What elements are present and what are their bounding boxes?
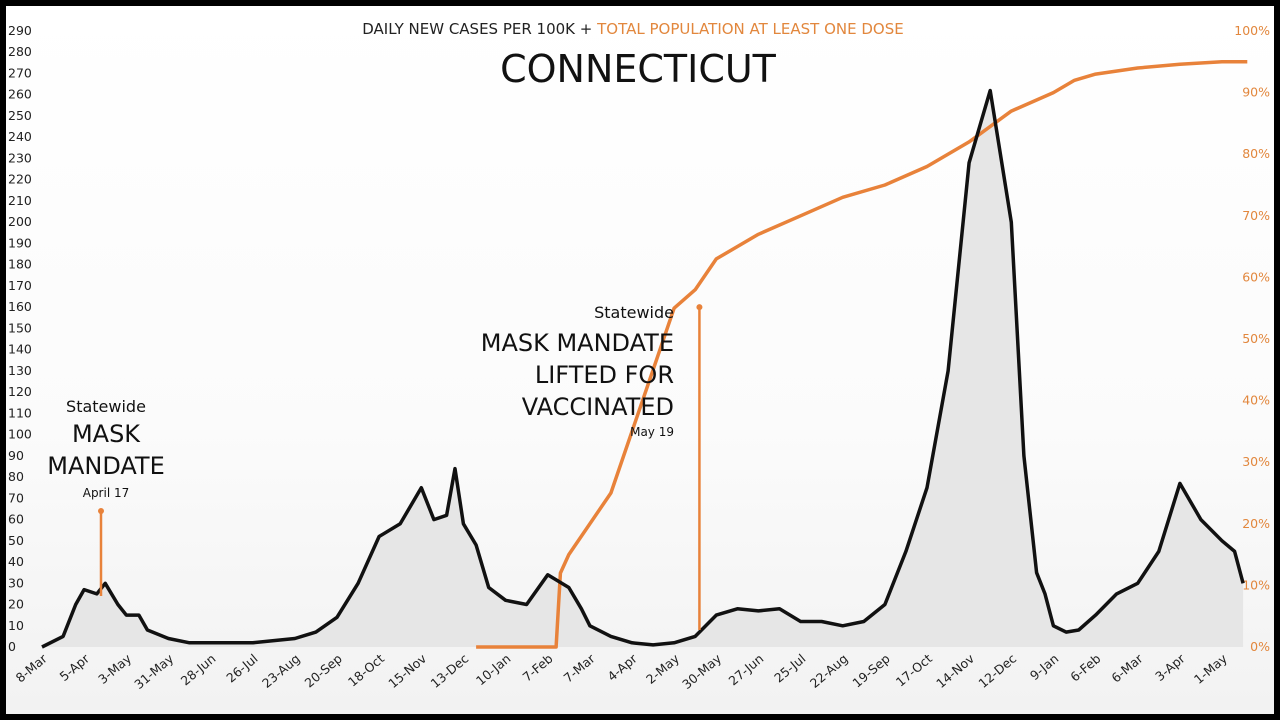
left-tick-label: 120 [8,384,32,399]
x-tick-label: 13-Dec [428,651,472,691]
x-tick-label: 10-Jan [473,651,514,688]
x-tick-label: 12-Dec [975,651,1019,691]
left-tick-label: 200 [8,214,32,229]
left-tick-label: 110 [8,405,32,420]
cases-line-layer [41,88,1245,649]
subtitle-vaccine-part: TOTAL POPULATION AT LEAST ONE DOSE [596,20,904,38]
left-tick-label: 100 [8,427,32,442]
left-tick-label: 0 [8,639,16,654]
x-tick-label: 30-May [679,650,725,692]
left-tick-label: 290 [8,23,32,38]
vaccine-line-layer [476,60,1248,649]
left-tick-label: 230 [8,150,32,165]
annotation-dot [696,304,703,311]
mask1-line3: MANDATE [47,452,165,480]
mask2-line1: Statewide [594,303,674,322]
right-tick-label: 100% [1234,23,1270,38]
x-tick-label: 7-Feb [519,651,555,685]
right-tick-label: 90% [1242,85,1270,100]
x-tick-label: 17-Oct [893,651,935,690]
x-tick-label: 19-Sep [849,651,892,691]
left-tick-label: 190 [8,235,32,250]
x-tick-label: 9-Jan [1027,651,1061,683]
right-tick-label: 10% [1242,577,1270,592]
left-tick-label: 90 [8,448,24,463]
left-axis-ticks: 0 10 20 30 40 50 60 70 80 90 100 110 120 130 140 150 160… [8,23,32,654]
left-tick-label: 70 [8,490,24,505]
subtitle-cases-part: DAILY NEW CASES PER 100K + [362,20,597,38]
x-tick-label: 26-Jul [223,651,260,686]
mask2-line4: VACCINATED [522,393,674,421]
x-tick-label: 6-Mar [1108,650,1146,685]
x-tick-label: 25-Jul [771,651,808,686]
left-tick-label: 240 [8,129,32,144]
x-tick-label: 14-Nov [933,650,977,691]
x-tick-label: 22-Aug [807,651,851,691]
x-tick-label: 5-Apr [57,650,93,684]
mask2-date: May 19 [630,425,674,439]
x-tick-label: 31-May [131,650,177,692]
right-tick-label: 30% [1242,454,1270,469]
x-tick-label: 8-Mar [13,650,51,685]
cases-area [42,90,1244,647]
left-tick-label: 160 [8,299,32,314]
left-tick-label: 130 [8,363,32,378]
left-tick-label: 10 [8,618,24,633]
x-tick-label: 3-Apr [1152,650,1188,684]
chart-canvas: 0 10 20 30 40 50 60 70 80 90 100 110 120 130 140 150 160… [8,20,1270,692]
x-tick-label: 7-Mar [561,650,599,685]
right-axis-ticks: 0% 10% 20% 30% 40% 50% 60% 70% 80% 90% 100% [1234,23,1270,654]
chart-title: CONNECTICUT [500,47,777,91]
x-tick-label: 15-Nov [385,650,429,691]
x-tick-label: 23-Aug [259,651,303,691]
left-tick-label: 80 [8,469,24,484]
mask1-date: April 17 [83,486,130,500]
chart-subtitle: DAILY NEW CASES PER 100K + TOTAL POPULAT… [362,20,904,38]
left-tick-label: 260 [8,87,32,102]
left-tick-label: 250 [8,108,32,123]
right-tick-label: 0% [1250,639,1270,654]
left-tick-label: 140 [8,342,32,357]
left-tick-label: 60 [8,512,24,527]
mask1-line2: MASK [72,420,141,448]
left-tick-label: 30 [8,575,24,590]
x-tick-label: 2-May [643,650,682,687]
left-tick-label: 40 [8,554,24,569]
left-tick-label: 180 [8,257,32,272]
mask2-line3: LIFTED FOR [535,361,674,389]
cases-area-layer [42,90,1244,647]
annotation-dot [98,508,104,515]
right-tick-label: 80% [1242,146,1270,161]
left-tick-label: 50 [8,533,24,548]
x-tick-label: 1-May [1191,650,1230,687]
mask2-line2: MASK MANDATE [481,329,674,357]
left-tick-label: 210 [8,193,32,208]
x-tick-label: 18-Oct [345,651,387,690]
mask1-line1: Statewide [66,397,146,416]
right-tick-label: 70% [1242,208,1270,223]
left-tick-label: 270 [8,65,32,80]
x-tick-label: 28-Jun [178,651,219,689]
chart-frame: 0 10 20 30 40 50 60 70 80 90 100 110 120 130 140 150 160… [6,6,1274,714]
right-tick-label: 20% [1242,516,1270,531]
x-tick-label: 4-Apr [604,650,640,684]
x-tick-label: 6-Feb [1067,651,1103,685]
left-tick-label: 170 [8,278,32,293]
x-tick-label: 27-Jun [726,651,767,689]
annotation-markers [98,304,703,631]
right-tick-label: 60% [1242,269,1270,284]
right-tick-label: 40% [1242,393,1270,408]
right-tick-label: 50% [1242,331,1270,346]
x-tick-label: 3-May [95,650,134,687]
cases-line [41,88,1245,649]
left-tick-label: 20 [8,597,24,612]
left-tick-label: 150 [8,320,32,335]
vaccine-line [476,60,1248,649]
x-tick-label: 20-Sep [302,651,345,691]
left-tick-label: 280 [8,44,32,59]
left-tick-label: 220 [8,172,32,187]
